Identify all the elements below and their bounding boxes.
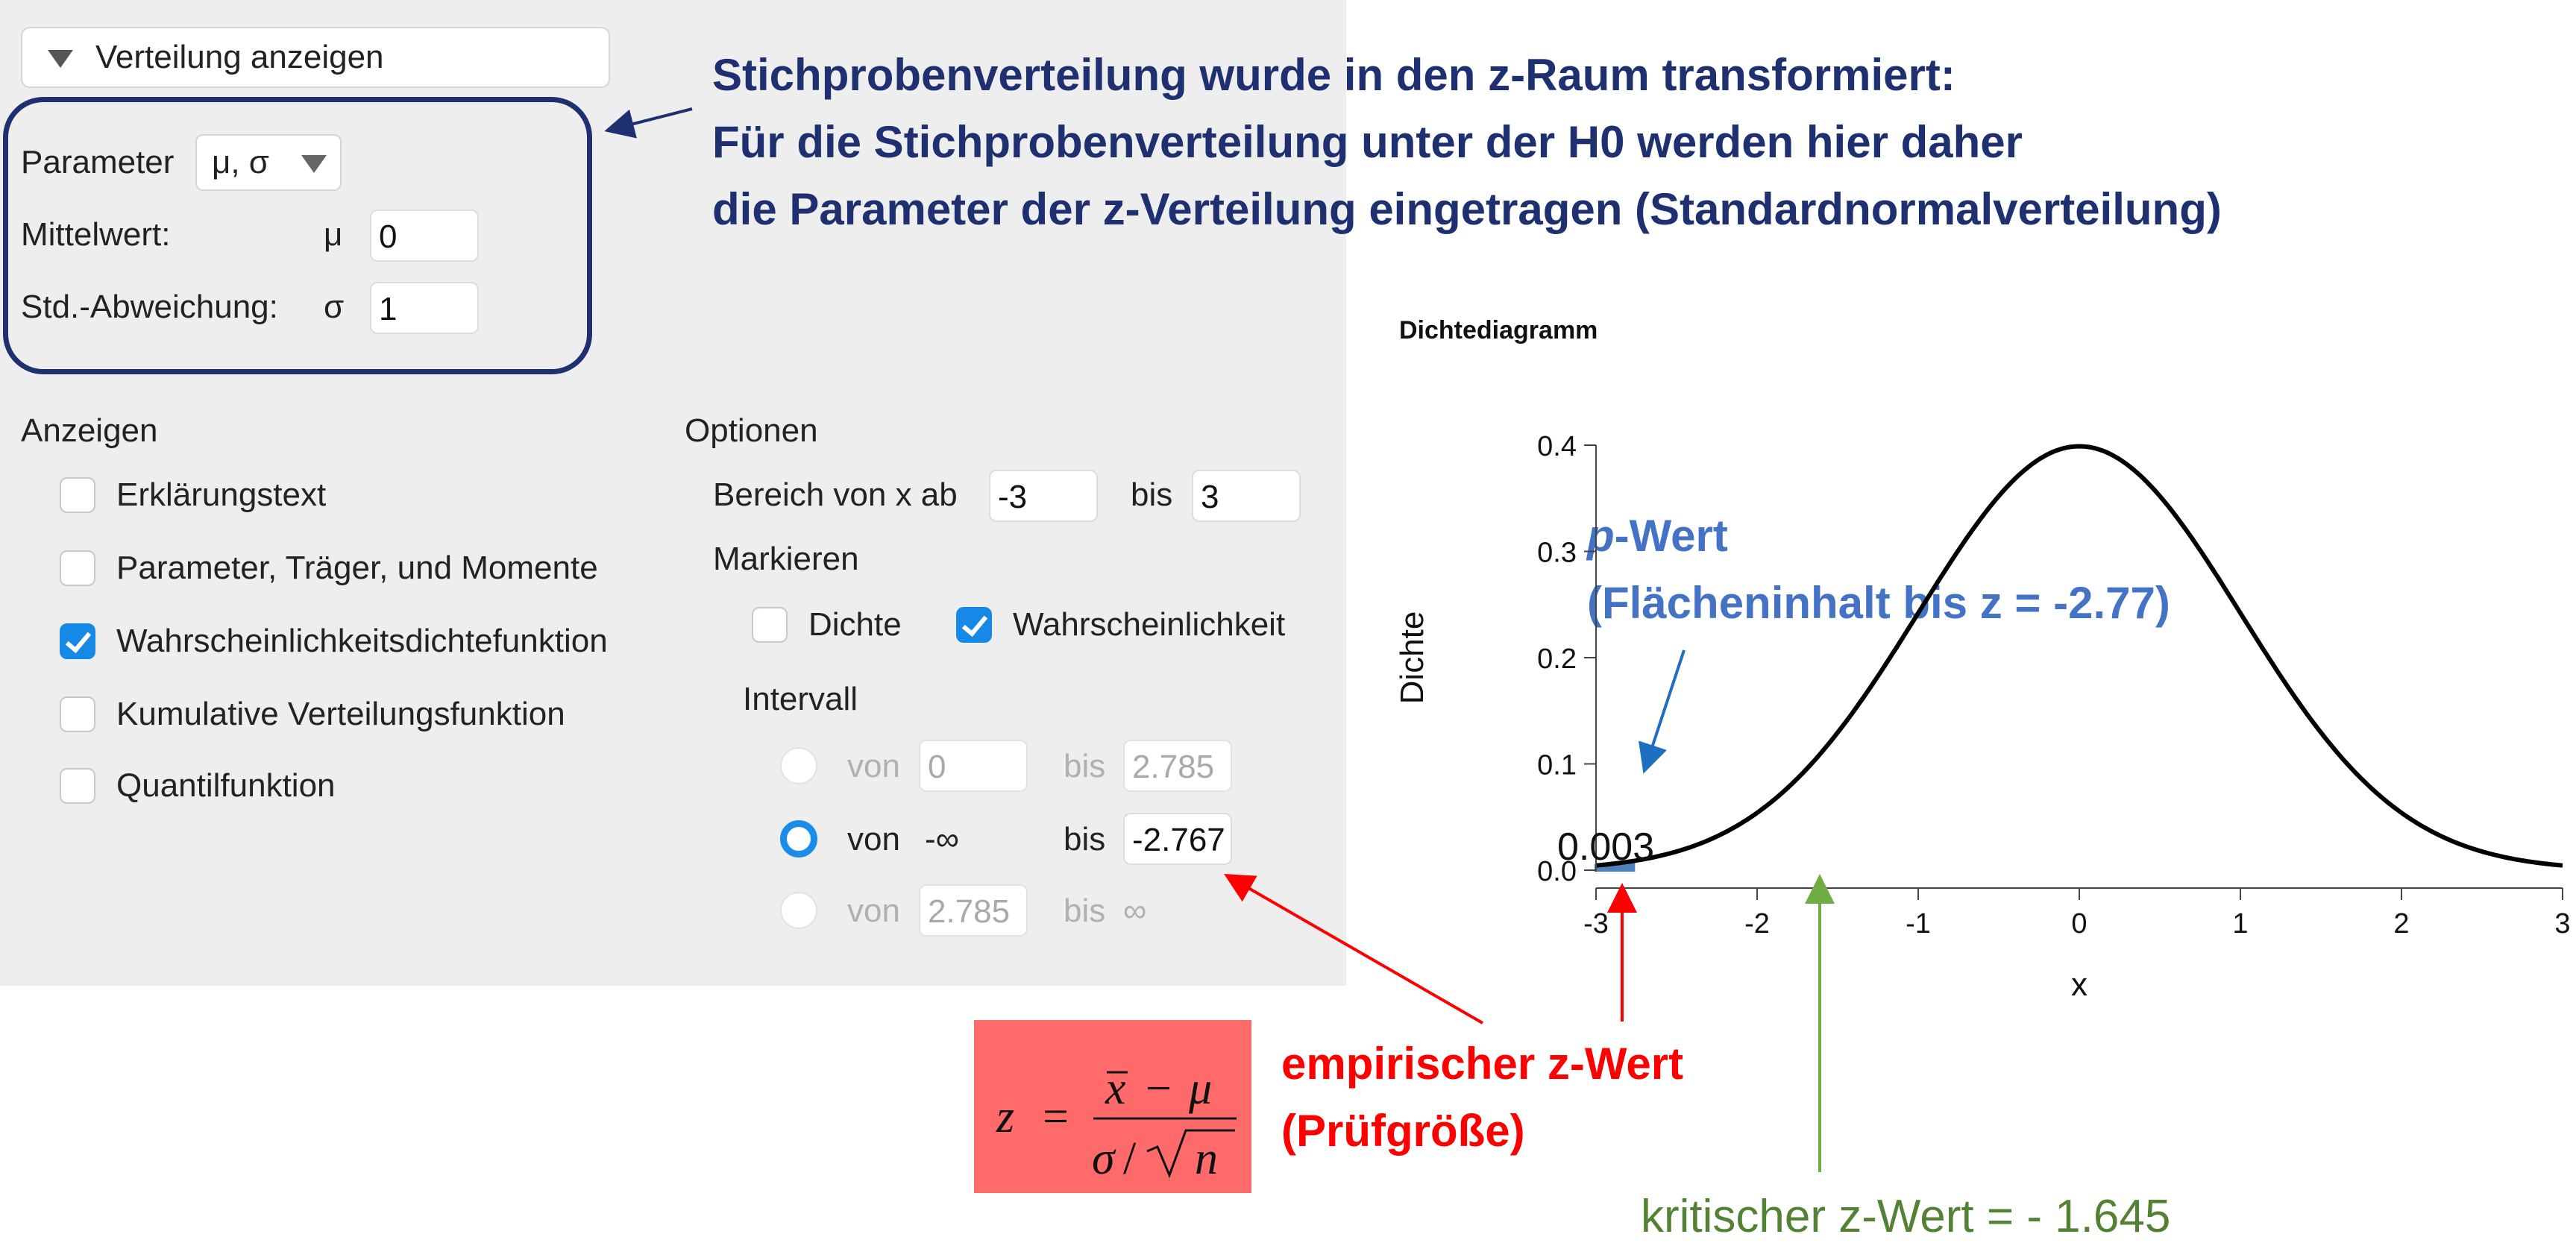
svg-text:z: z [996,1092,1014,1142]
interval-from-value: -∞ [925,821,960,857]
checkbox[interactable] [60,477,95,513]
arrow-to-parameters [604,107,693,139]
range-to-label: bis [1131,476,1173,513]
parameter-select-value: μ, σ [212,144,269,180]
interval-from-label: von [847,821,900,857]
interval-radio[interactable] [780,892,817,929]
x-tick-label: 0 [2071,908,2087,940]
z-formula-icon: z = x − μ σ / n [996,1063,1237,1184]
range-from-label: Bereich von x ab [713,476,958,513]
shaded-area-label: 0.003 [1557,825,1654,869]
mean-label: Mittelwert: [21,216,171,253]
arrow-to-interval-input [1224,874,1483,1025]
sd-input[interactable]: 1 [370,282,479,334]
parameters-highlight-box [3,97,592,374]
checkbox[interactable] [752,607,788,643]
show-option-label: Wahrscheinlichkeitsdichtefunktion [116,623,608,659]
sd-symbol: σ [324,289,345,325]
show-option-label: Parameter, Träger, und Momente [116,550,598,586]
interval-to-label: bis [1064,821,1106,857]
svg-text:x: x [1105,1063,1126,1114]
svg-text:−: − [1146,1063,1172,1114]
interval-to-input[interactable]: 2.785 [1123,740,1232,792]
show-distribution-toggle[interactable]: Verteilung anzeigen [21,27,610,88]
range-to-input[interactable]: 3 [1192,470,1301,522]
interval-to-label: bis [1064,748,1106,784]
p-value-annotation-line-2: (Flächeninhalt bis z = -2.77) [1587,578,2170,628]
x-tick-label: -2 [1744,908,1770,940]
z-formula-box: z = x − μ σ / n [974,1020,1251,1193]
density-chart: Dichtediagramm 0.0 0.1 0.2 0.3 0.4 -3 -2 -1 0 1 2 3… [1372,298,2576,1014]
parameter-select[interactable]: μ, σ [195,134,342,191]
checkbox[interactable] [60,768,95,804]
x-tick-label: -1 [1906,908,1931,940]
interval-from-label: von [847,748,900,784]
top-annotation-line-1: Stichprobenverteilung wurde in den z-Rau… [712,50,1955,100]
top-annotation-line-2: Für die Stichprobenverteilung unter der … [712,117,2023,167]
options-heading: Optionen [685,412,818,449]
triangle-down-icon [48,50,73,68]
y-tick-label: 0.2 [1537,643,1577,675]
interval-to-value: ∞ [1123,893,1147,929]
interval-radio-selected[interactable] [780,820,817,857]
svg-text:μ: μ [1188,1063,1212,1114]
svg-text:σ: σ [1092,1133,1116,1184]
show-option-label: Quantilfunktion [116,767,336,804]
p-italic: p [1587,511,1615,561]
interval-to-input[interactable]: -2.767 [1123,813,1232,865]
chevron-down-icon [301,155,327,173]
arrow-to-p-area [1639,649,1686,774]
interval-radio[interactable] [780,747,817,784]
checkbox-checked[interactable] [956,607,992,643]
checkbox[interactable] [60,696,95,732]
svg-text:n: n [1195,1133,1218,1184]
toggle-label: Verteilung anzeigen [95,39,384,75]
y-tick-label: 0.1 [1537,750,1577,781]
interval-from-label: von [847,893,900,929]
svg-text:/: / [1123,1133,1137,1184]
mark-heading: Markieren [713,541,859,577]
empirical-z-annotation-line-2: (Prüfgröße) [1281,1106,1525,1156]
top-annotation-line-3: die Parameter der z-Verteilung eingetrag… [712,184,2222,234]
p-value-annotation: p-Wert [1587,510,1728,561]
y-axis-label: Dichte [1394,611,1430,705]
distribution-settings-panel: Verteilung anzeigen Parameter μ, σ Mitte… [0,0,1346,986]
x-axis-label: x [2071,966,2087,1003]
interval-from-input[interactable]: 0 [919,740,1028,792]
show-heading: Anzeigen [21,412,158,449]
show-option-label: Kumulative Verteilungsfunktion [116,696,565,732]
range-from-input[interactable]: -3 [989,470,1098,522]
parameter-label: Parameter [21,144,175,180]
x-tick-label: -3 [1583,908,1609,940]
y-tick-label: 0.3 [1537,538,1577,569]
y-tick-label: 0.4 [1537,431,1577,462]
x-tick-label: 3 [2554,908,2570,940]
svg-text:=: = [1043,1092,1069,1142]
critical-z-annotation: kritischer z-Wert = - 1.645 [1641,1191,2171,1242]
interval-heading: Intervall [743,681,858,717]
x-tick-label: 2 [2393,908,2409,940]
x-tick-label: 1 [2232,908,2248,940]
mean-symbol: μ [324,216,343,253]
interval-from-input[interactable]: 2.785 [919,884,1028,937]
interval-to-label: bis [1064,893,1106,929]
sd-label: Std.-Abweichung: [21,289,278,325]
empirical-z-annotation-line-1: empirischer z-Wert [1281,1039,1684,1089]
density-curve [1595,444,2563,868]
chart-title: Dichtediagramm [1399,316,1598,344]
mark-density-label: Dichte [808,606,902,643]
mark-probability-label: Wahrscheinlichkeit [1013,606,1286,643]
checkbox[interactable] [60,550,95,586]
y-tick-label: 0.0 [1537,856,1577,887]
show-option-label: Erklärungstext [116,476,327,513]
p-rest: -Wert [1614,511,1728,561]
mean-input[interactable]: 0 [370,210,479,262]
chart-plot: 0.0 0.1 0.2 0.3 0.4 -3 -2 -1 0 1 2 3 x Dichte 0.003 [1394,431,2571,1003]
checkbox-checked[interactable] [60,623,95,659]
